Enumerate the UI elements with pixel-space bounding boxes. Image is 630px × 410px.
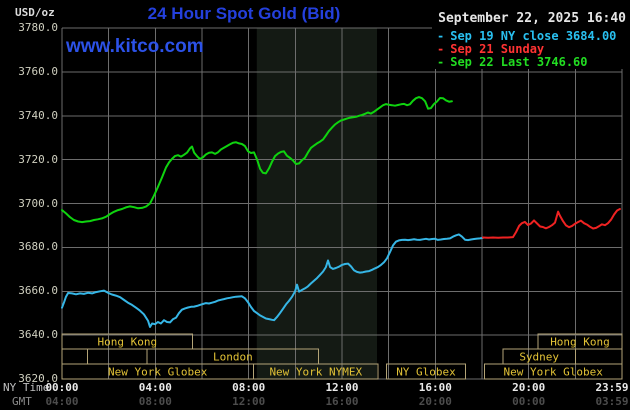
- session-box: [385, 363, 467, 380]
- legend-label: Sep 22 Last 3746.60: [450, 55, 588, 69]
- legend-item: - Sep 21 Sunday: [437, 43, 629, 56]
- session-box: [87, 348, 148, 365]
- x-axis-gmt-label: 04:00: [45, 395, 79, 408]
- legend-dash-icon: -: [437, 29, 445, 43]
- x-axis-ny-time-label: 00:00: [45, 381, 79, 394]
- session-box: [574, 348, 623, 365]
- y-axis-tick-label: 3660.0: [18, 284, 58, 298]
- x-axis-gmt-label: 12:00: [232, 395, 266, 408]
- datetime-label: September 22, 2025 16:40: [436, 11, 628, 26]
- session-label: New York NYMEX: [269, 366, 362, 379]
- y-axis-tick-label: 3680.0: [18, 240, 58, 254]
- session-label: Hong Kong: [550, 336, 610, 349]
- series-line-sep22-today: [61, 96, 453, 224]
- session-label: Sydney: [519, 351, 559, 364]
- y-axis-tick-label: 3700.0: [18, 196, 58, 210]
- y-axis-tick-label: 3640.0: [18, 328, 58, 342]
- session-label: NY Globex: [396, 366, 456, 379]
- session-box: [483, 363, 623, 380]
- legend-item: - Sep 19 NY close 3684.00: [437, 30, 629, 43]
- gmt-axis-label: GMT: [12, 395, 32, 408]
- legend-dash-icon: -: [437, 55, 445, 69]
- session-label: New York Globex: [504, 366, 604, 379]
- legend-dash-icon: -: [437, 42, 445, 56]
- legend-label: Sep 19 NY close 3684.00: [450, 29, 617, 43]
- session-box: [252, 363, 379, 380]
- session-label: Hong Kong: [97, 336, 157, 349]
- session-label: London: [213, 351, 253, 364]
- series-line-sep21-sunday: [481, 208, 621, 239]
- ny-time-axis-label: NY Time: [3, 381, 50, 394]
- legend-item: - Sep 22 Last 3746.60: [437, 56, 629, 69]
- series-line-sep19-close: [61, 233, 484, 328]
- y-axis-tick-label: 3760.0: [18, 64, 58, 78]
- x-axis-ny-time-label: 12:00: [325, 381, 359, 394]
- page-title: 24 Hour Spot Gold (Bid): [147, 4, 341, 23]
- y-axis-tick-label: 3740.0: [18, 108, 58, 122]
- x-axis-gmt-label: 20:00: [418, 395, 452, 408]
- x-axis-gmt-label: 03:59: [595, 395, 629, 408]
- kitco-watermark-link[interactable]: www.kitco.com: [66, 36, 204, 57]
- legend-label: Sep 21 Sunday: [450, 42, 545, 56]
- price-unit-label: USD/oz: [15, 6, 55, 19]
- x-axis-ny-time-label: 08:00: [232, 381, 266, 394]
- y-axis-tick-label: 3780.0: [18, 21, 58, 34]
- x-axis-gmt-label: 00:00: [512, 395, 546, 408]
- x-axis-ny-time-label: 20:00: [512, 381, 546, 394]
- session-box: [61, 348, 89, 365]
- x-axis-ny-time-label: 04:00: [138, 381, 172, 394]
- x-axis-ny-time-label: 16:00: [418, 381, 452, 394]
- x-axis-ny-time-label: 23:59: [595, 381, 629, 394]
- session-label: New York Globex: [108, 366, 208, 379]
- x-axis-gmt-label: 08:00: [138, 395, 172, 408]
- y-axis-tick-label: 3620.0: [18, 372, 58, 385]
- y-axis-tick-label: 3720.0: [18, 152, 58, 166]
- legend: - Sep 19 NY close 3684.00- Sep 21 Sunday - S…: [432, 27, 629, 69]
- x-axis-gmt-label: 16:00: [325, 395, 359, 408]
